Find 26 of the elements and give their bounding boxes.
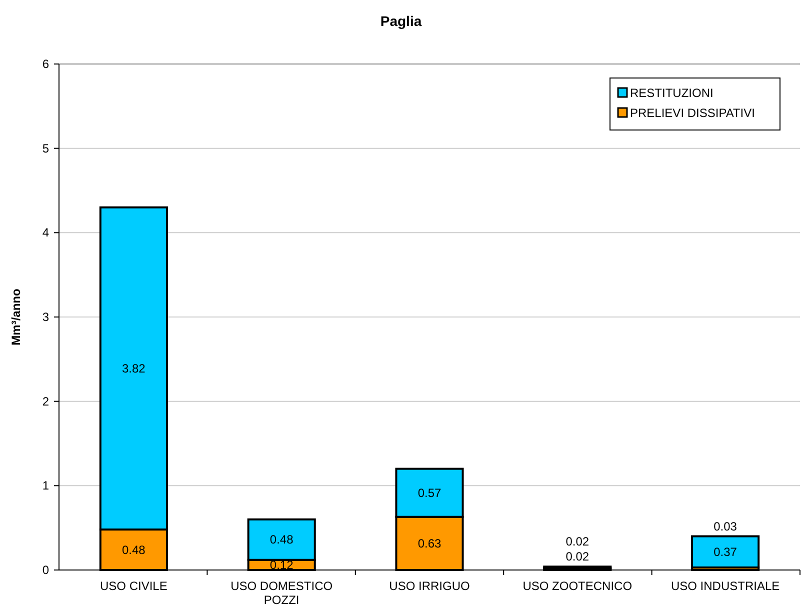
y-tick-label: 2 — [42, 394, 50, 408]
data-label: 0.48 — [122, 542, 146, 557]
x-tick-label: USO ZOOTECNICO — [522, 579, 632, 593]
x-tick-label: USO DOMESTICO POZZI — [230, 579, 333, 607]
data-label: 0.57 — [418, 486, 442, 500]
x-tick-label: USO CIVILE — [100, 579, 168, 593]
data-label: 0.48 — [270, 532, 294, 547]
chart-title: Paglia — [380, 13, 422, 29]
x-tick-label: USO IRRIGUO — [389, 579, 470, 593]
y-axis-title: Mm³/anno — [9, 288, 23, 346]
data-label: 0.02 — [566, 550, 590, 564]
y-tick-label: 1 — [42, 478, 50, 493]
data-label: 0.02 — [566, 534, 590, 549]
y-tick-label: 6 — [42, 57, 50, 71]
y-tick-label: 0 — [42, 563, 50, 577]
y-tick-label: 3 — [42, 310, 50, 324]
x-tick-label: USO INDUSTRIALE — [670, 579, 780, 593]
y-tick-label: 5 — [42, 141, 50, 156]
data-label: 0.03 — [714, 519, 738, 534]
y-tick-label: 4 — [42, 226, 50, 240]
legend-label: RESTITUZIONI — [630, 86, 714, 100]
data-label: 3.82 — [122, 361, 146, 376]
data-label: 0.63 — [418, 536, 442, 550]
data-label: 0.12 — [270, 558, 294, 572]
data-label: 0.37 — [714, 544, 738, 559]
legend-label: PRELIEVI DISSIPATIVI — [630, 106, 755, 120]
